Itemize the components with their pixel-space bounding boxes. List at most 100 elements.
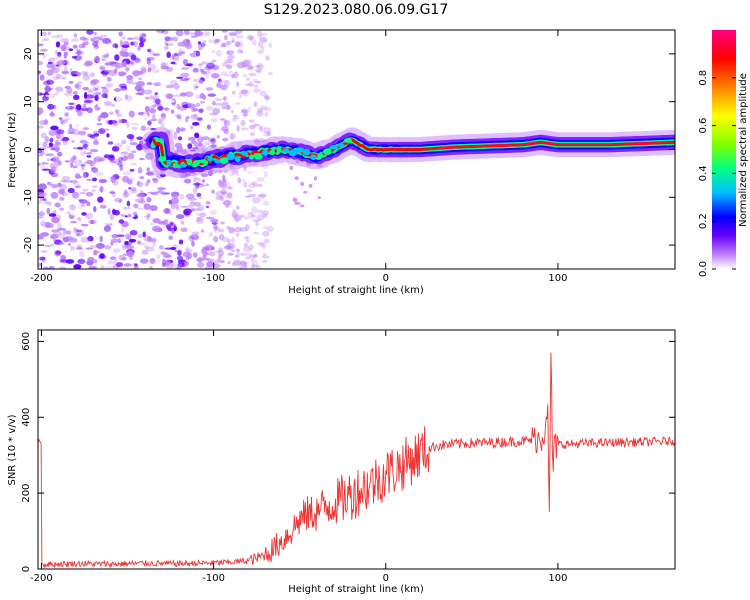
spectrogram-blob xyxy=(300,181,305,187)
spectrogram-speckle xyxy=(128,238,137,243)
spectrogram-speckle xyxy=(267,130,271,137)
spectrogram-speckle xyxy=(245,120,253,126)
spectrogram-speckle xyxy=(143,244,149,250)
spectrogram-speckle xyxy=(86,107,93,114)
spectrogram-speckle xyxy=(209,209,217,216)
snr-ticks: -200 -100 0 100 0 200 400 600 xyxy=(21,330,675,584)
spectrogram-speckle xyxy=(219,195,225,202)
spectrogram-speckle xyxy=(67,187,75,194)
spectrogram-speckle xyxy=(181,50,185,55)
spectrogram-speckle xyxy=(250,257,255,265)
spectrogram-speckle xyxy=(187,32,197,35)
snr-x-tick-label: -200 xyxy=(30,573,53,584)
spectrogram-speckle xyxy=(166,224,171,230)
spectrogram-speckle xyxy=(106,221,112,225)
spectrogram-blob xyxy=(289,165,294,170)
spectrogram-speckle xyxy=(84,147,90,151)
spectrogram-speckle xyxy=(57,222,62,229)
colorbar-tick-label: 0.6 xyxy=(698,118,709,134)
spectrogram-speckle xyxy=(210,118,218,123)
spectrogram-speckle xyxy=(57,151,63,157)
spectrogram-speckle xyxy=(221,236,230,243)
spectrogram-speckle xyxy=(152,229,162,232)
spectrogram-speckle xyxy=(228,186,233,190)
spectrogram-speckle xyxy=(128,187,132,190)
spectrogram-speckle xyxy=(195,94,201,99)
spectrogram-speckle xyxy=(180,205,189,208)
spectrogram-speckle xyxy=(176,103,181,110)
spectrogram-speckle xyxy=(200,229,205,233)
spectrogram-speckle xyxy=(140,125,147,131)
spectrogram-blob xyxy=(234,156,241,163)
spectrogram-speckle xyxy=(110,241,114,246)
spectrogram-speckle xyxy=(203,252,210,256)
spectrogram-speckle xyxy=(137,233,144,239)
spectrogram-speckle xyxy=(121,44,130,48)
spectrogram-speckle xyxy=(192,231,200,235)
spectrogram-speckle xyxy=(239,227,248,232)
spectrogram-speckle xyxy=(170,109,175,114)
spectrogram-speckle xyxy=(204,266,213,269)
spectrogram-blob xyxy=(186,158,193,166)
spectrogram-speckle xyxy=(166,262,174,269)
spectrogram-speckle xyxy=(264,94,270,101)
spectrogram-speckle xyxy=(204,233,210,240)
spectrogram-speckle xyxy=(257,49,264,55)
spectrogram-speckle xyxy=(235,232,240,238)
spectrogram-speckle xyxy=(208,112,218,116)
spectrogram-speckle xyxy=(118,31,123,37)
spectrogram-speckle xyxy=(177,136,183,141)
spectrogram-speckle xyxy=(179,189,186,193)
spectrogram-speckle xyxy=(220,221,225,225)
spectrogram-speckle xyxy=(99,235,103,243)
spectrogram-speckle xyxy=(252,197,261,204)
spectrogram-speckle xyxy=(118,156,123,163)
spectrogram-speckle xyxy=(95,243,105,249)
spectrogram-speckle xyxy=(144,105,150,113)
spectrogram-speckle xyxy=(226,105,231,111)
spectrogram-speckle xyxy=(121,256,128,261)
spectrogram-speckle xyxy=(90,244,98,249)
spectrogram-speckle xyxy=(143,215,150,218)
spectrogram-speckle xyxy=(200,71,207,75)
spectrogram-speckle xyxy=(61,77,67,80)
spectrogram-speckle xyxy=(164,247,172,250)
spectrogram-speckle xyxy=(197,207,203,212)
spectrogram-speckle xyxy=(126,145,131,152)
spectrogram-speckle xyxy=(75,175,82,179)
spectrogram-speckle xyxy=(236,248,240,252)
spectrogram-speckle xyxy=(236,61,246,69)
spectrogram-speckle xyxy=(201,136,210,141)
spectrogram-speckle xyxy=(244,195,252,198)
spectrogram-speckle xyxy=(219,80,223,83)
spectrogram-speckle xyxy=(220,84,228,91)
spectrogram-speckle xyxy=(261,210,270,216)
spectrogram-speckle xyxy=(183,210,190,216)
spectrogram-speckle xyxy=(98,38,105,41)
spectrogram-speckle xyxy=(83,172,87,179)
spectrogram-speckle xyxy=(137,70,146,73)
spectrogram-speckle xyxy=(203,182,207,185)
spectrogram-speckle xyxy=(44,37,50,42)
spectrogram-speckle xyxy=(142,111,148,115)
spectrogram-speckle xyxy=(243,109,249,117)
spectrogram-blob xyxy=(316,164,323,168)
spectrogram-speckle xyxy=(82,103,87,110)
spectrogram-speckle xyxy=(57,227,66,231)
spectrogram-speckle xyxy=(223,34,228,41)
spectrogram-speckle xyxy=(136,80,145,87)
spectrogram-speckle xyxy=(76,48,81,56)
spectrogram-speckle xyxy=(76,244,83,249)
spectrogram-speckle xyxy=(221,42,226,47)
spectrogram-speckle xyxy=(212,107,221,115)
spectrogram-speckle xyxy=(192,252,198,258)
spectrogram-speckle xyxy=(258,125,267,133)
spectrogram-speckle xyxy=(51,63,57,68)
spectrogram-speckle xyxy=(131,126,138,131)
spectrogram-speckle xyxy=(114,88,122,92)
spectrogram-speckle xyxy=(115,95,123,103)
spectrogram-speckle xyxy=(72,128,80,136)
spectrogram-speckle xyxy=(161,192,170,195)
spectrogram-speckle xyxy=(164,93,172,99)
